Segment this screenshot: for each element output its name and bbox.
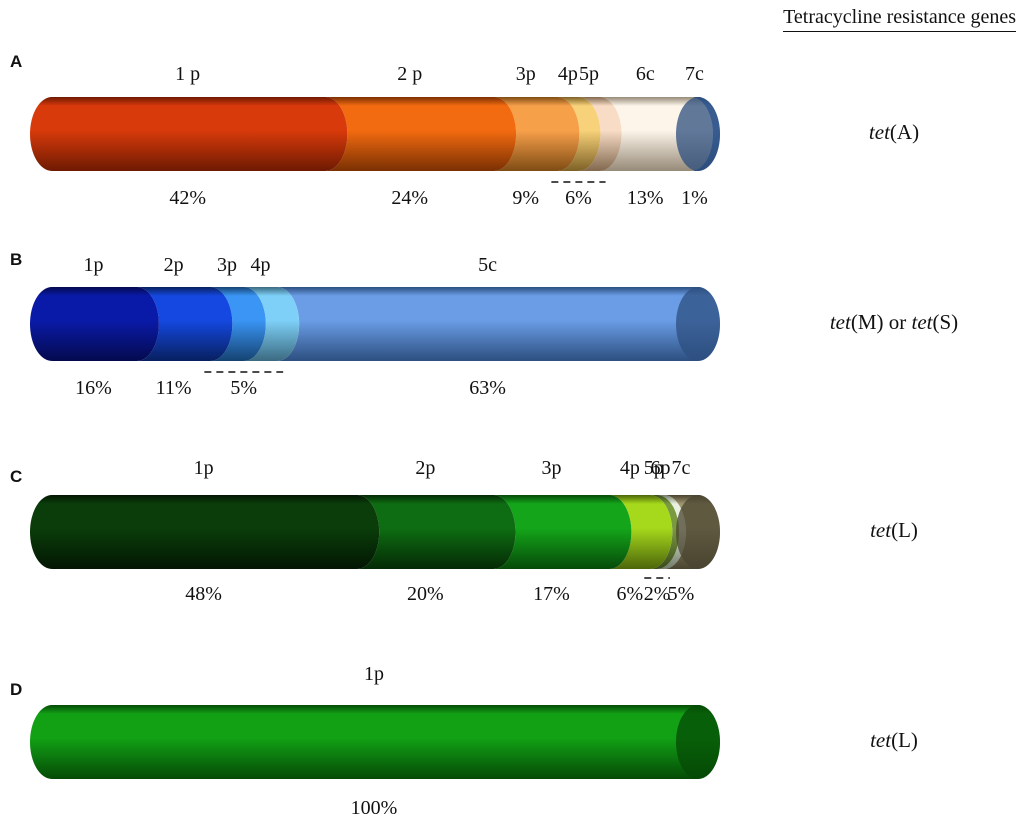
segment-3p xyxy=(494,97,580,171)
segment-1p xyxy=(30,97,348,171)
value-label: 5% xyxy=(668,583,695,605)
segment-3p xyxy=(493,495,632,569)
value-label: 17% xyxy=(533,583,570,605)
segment-4p xyxy=(557,97,601,171)
cylinder-end-cap xyxy=(676,705,720,779)
value-label: 16% xyxy=(75,377,112,399)
cylinder-end-cap xyxy=(676,495,720,569)
segment-label: 4p xyxy=(558,63,578,85)
cylinder-bar-B: 1p 2p 3p 4p 5c 16% 11% 5% 63% xyxy=(30,254,720,399)
cylinder-bar-A: 1 p 2 p 3p 4p 5p 6c 7c 42% 24% 9% 6% 13% 1% xyxy=(30,63,720,209)
segment-1p xyxy=(30,495,380,569)
segment-label: 6c xyxy=(636,63,655,85)
segment-1p xyxy=(30,705,720,779)
cylinder-end-cap xyxy=(676,287,720,361)
segment-3p xyxy=(210,287,266,361)
segment-label: 5p xyxy=(579,63,599,85)
segment-label: 1 p xyxy=(175,63,200,85)
value-label: 13% xyxy=(627,187,664,209)
value-label: 9% xyxy=(512,187,539,209)
segment-label: 5c xyxy=(478,254,497,276)
segment-label: 7c xyxy=(672,457,691,479)
segment-2p xyxy=(325,97,517,171)
legend-header: Tetracycline resistance genes xyxy=(783,6,1016,32)
segment-2p xyxy=(357,495,516,569)
segment-label: 2 p xyxy=(397,63,422,85)
value-label: 6% xyxy=(617,583,644,605)
panel-letter: D xyxy=(10,680,23,699)
value-label: 5% xyxy=(230,377,257,399)
segment-label: 4p xyxy=(620,457,640,479)
segment-6p xyxy=(657,495,686,569)
segment-label: 1p xyxy=(364,663,384,685)
segment-1p xyxy=(30,287,159,361)
panel-letter: B xyxy=(10,250,23,269)
segment-label: 7c xyxy=(685,63,704,85)
gene-label: tet(L) xyxy=(870,728,918,752)
value-label: 20% xyxy=(407,583,444,605)
segment-label: 6p xyxy=(651,457,671,479)
segment-label: 1p xyxy=(83,254,103,276)
cylinder-end-cap xyxy=(676,97,720,171)
gene-label: tet(A) xyxy=(868,120,920,144)
value-label: 63% xyxy=(469,377,506,399)
segment-label: 2p xyxy=(164,254,184,276)
value-label: 100% xyxy=(351,797,398,819)
value-label: 6% xyxy=(565,187,592,209)
segment-label: 1p xyxy=(194,457,214,479)
segment-5p xyxy=(578,97,622,171)
segment-label: 5p xyxy=(644,457,664,479)
cylinder-bar-D: 1p 100% xyxy=(30,663,720,819)
segment-label: 2p xyxy=(415,457,435,479)
gene-label: tet(L) xyxy=(870,518,918,542)
value-label: 11% xyxy=(156,377,192,399)
segment-label: 3p xyxy=(217,254,237,276)
segment-4p xyxy=(243,287,300,361)
panel-letter: C xyxy=(10,467,23,486)
gene-label: tet(M) or tet(S) xyxy=(829,310,959,334)
segment-label: 3p xyxy=(541,457,561,479)
segment-5c xyxy=(277,287,720,361)
segment-5p xyxy=(650,495,680,569)
value-label: 48% xyxy=(185,583,222,605)
panel-letter: A xyxy=(10,52,23,71)
value-label: 42% xyxy=(169,187,206,209)
segment-4p xyxy=(609,495,673,569)
segment-2p xyxy=(136,287,233,361)
value-label: 24% xyxy=(391,187,428,209)
segment-label: 3p xyxy=(516,63,536,85)
segment-label: 4p xyxy=(250,254,270,276)
value-label: 1% xyxy=(681,187,708,209)
value-label: 2% xyxy=(644,583,671,605)
